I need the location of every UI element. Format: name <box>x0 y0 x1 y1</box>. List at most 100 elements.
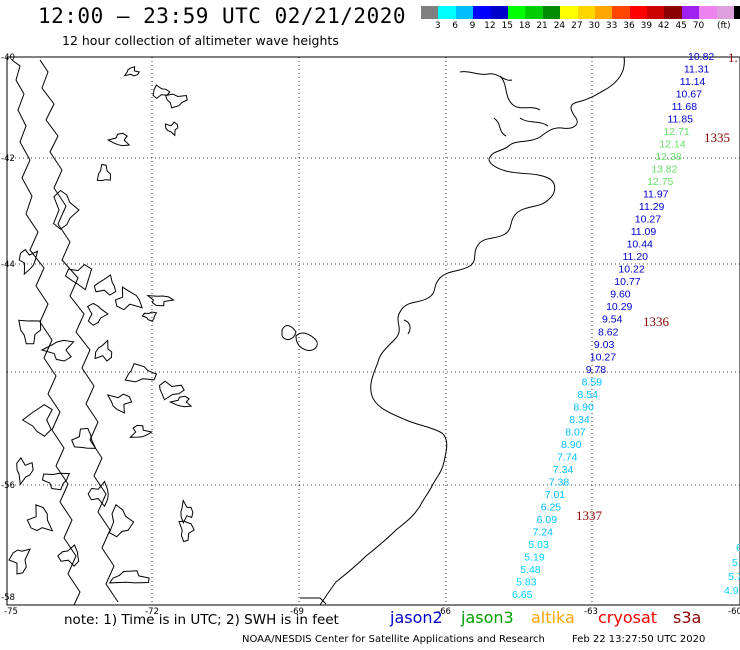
wave-height-value: 5.7 <box>728 571 740 583</box>
lon-label: -63 <box>584 607 598 617</box>
lat-label: -44 <box>1 260 15 270</box>
coastline-chile <box>8 59 195 606</box>
map-title: 12:00 – 23:59 UTC 02/21/2020 <box>38 4 407 28</box>
legend-jason3: jason3 <box>461 608 514 627</box>
wave-height-value: 9.78 <box>586 364 607 376</box>
color-scale-tick: 70 <box>692 21 705 31</box>
lat-label: -58 <box>1 593 15 603</box>
lon-label: -75 <box>4 607 18 617</box>
wave-height-value: 9.54 <box>602 314 623 326</box>
wave-height-value: 8.07 <box>565 426 586 438</box>
color-swatch <box>421 6 439 19</box>
wave-height-value: 4.9 <box>724 585 739 597</box>
color-scale-tick: 24 <box>553 21 566 31</box>
color-swatch <box>734 6 740 19</box>
color-swatch <box>629 6 648 19</box>
legend-cryosat: cryosat <box>598 608 658 627</box>
color-swatch <box>542 6 561 19</box>
pass-number: 1337 <box>576 508 603 523</box>
color-scale-tick: 12 <box>484 21 496 31</box>
color-scale-tick: 27 <box>571 21 583 31</box>
color-scale-tick: 33 <box>605 21 618 31</box>
color-swatch <box>664 6 682 19</box>
wave-height-value: 11.09 <box>631 226 657 238</box>
legend-s3a: s3a <box>673 608 702 627</box>
color-swatch <box>438 6 456 19</box>
note-text: note: 1) Time is in UTC; 2) SWH is in fe… <box>64 612 339 628</box>
wave-height-value: 8.90 <box>561 439 582 451</box>
wave-height-value: 11.97 <box>643 189 669 201</box>
lon-label: -60 <box>728 607 740 617</box>
color-scale-tick: 9 <box>469 21 476 31</box>
wave-height-value: 6.25 <box>541 501 562 513</box>
color-swatch <box>594 6 613 19</box>
wave-height-value: 9.03 <box>594 339 615 351</box>
wave-height-value: 10.27 <box>590 351 616 363</box>
wave-height-value: 13.82 <box>651 164 677 176</box>
color-scale-tick: 42 <box>658 21 670 31</box>
wave-height-value: 6.09 <box>537 514 558 526</box>
color-swatch <box>455 6 474 19</box>
wave-height-value: 12.75 <box>647 176 673 188</box>
wave-height-value: 12.14 <box>659 139 685 151</box>
color-swatch <box>473 6 491 19</box>
wave-height-value: 10.77 <box>614 276 640 288</box>
color-swatch <box>560 6 578 19</box>
wave-height-value: 7.74 <box>557 451 578 463</box>
lon-label: -66 <box>437 607 451 617</box>
color-swatch <box>525 6 543 19</box>
color-swatch <box>647 6 665 19</box>
wave-height-value: 7.24 <box>533 526 554 538</box>
wave-height-value: 7.01 <box>545 489 566 501</box>
color-scale-labels: 3 6 9 12 15 18 21 24 27 30 33 36 39 42 45 70 <box>421 21 707 31</box>
color-scale-tick: 45 <box>675 21 687 31</box>
wave-height-value: 6 <box>736 542 740 554</box>
wave-height-value: 9.60 <box>610 289 631 301</box>
pass-number: 1. <box>728 50 738 65</box>
lon-label: -72 <box>145 607 159 617</box>
color-swatch <box>699 6 717 19</box>
wave-height-value: 11.14 <box>680 76 706 88</box>
color-scale-unit: (ft) <box>717 21 731 31</box>
wave-height-value: 11.29 <box>639 201 665 213</box>
wave-height-value: 5.03 <box>528 539 549 551</box>
lat-label: -56 <box>1 481 15 491</box>
color-swatch <box>507 6 526 19</box>
wave-height-value: 10.44 <box>627 239 653 251</box>
wave-height-value: 12.38 <box>655 151 681 163</box>
coastline <box>281 56 625 606</box>
wave-height-value: 8.34 <box>569 414 590 426</box>
pass-number: 1336 <box>643 314 670 329</box>
lat-label: -42 <box>1 154 15 164</box>
color-scale-tick: 21 <box>536 21 548 31</box>
wave-height-value: 11.68 <box>672 101 698 113</box>
legend-altika: altika <box>531 608 575 627</box>
color-scale-tick: 39 <box>640 21 653 31</box>
wave-height-value: 7.38 <box>549 476 570 488</box>
wave-track: 10.8211.3111.1410.6711.6811.8512.7112.14… <box>512 51 714 601</box>
color-swatch <box>612 6 630 19</box>
wave-height-value: 11.31 <box>684 64 710 76</box>
wave-height-value: 5.83 <box>516 577 537 589</box>
map-frame <box>6 56 740 606</box>
wave-height-value: 5.19 <box>524 552 545 564</box>
wave-height-value: 7.34 <box>553 464 574 476</box>
wave-track-edge: 6 5. 5.7 4.9 <box>724 542 740 597</box>
lon-label: -69 <box>290 607 304 617</box>
color-swatch <box>716 6 735 19</box>
color-scale-tick: 30 <box>588 21 600 31</box>
wave-height-value: 5.48 <box>520 564 541 576</box>
color-scale-tick: 18 <box>518 21 531 31</box>
color-scale-tick: 15 <box>501 21 513 31</box>
wave-height-value: 11.20 <box>623 251 649 263</box>
wave-height-value: 8.59 <box>582 376 603 388</box>
wave-height-value: 6.65 <box>512 589 533 601</box>
color-swatch <box>681 6 700 19</box>
wave-height-value: 10.82 <box>688 51 714 63</box>
wave-height-value: 10.27 <box>635 214 661 226</box>
pass-number: 1335 <box>704 130 730 145</box>
wave-height-value: 11.85 <box>668 114 694 126</box>
wave-height-value: 12.71 <box>663 126 689 138</box>
wave-height-value: 10.29 <box>606 301 632 313</box>
